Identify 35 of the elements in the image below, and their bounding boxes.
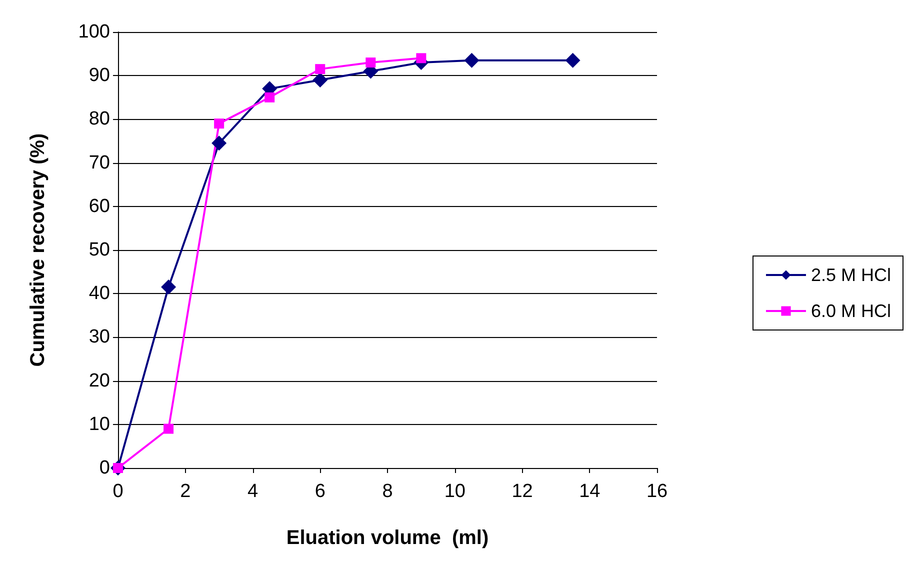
x-tick-label: 10 [444, 481, 466, 502]
y-tick-label: 100 [78, 22, 110, 42]
y-tick-label: 50 [88, 240, 110, 260]
point [264, 92, 275, 102]
point [464, 52, 480, 68]
point [315, 64, 326, 74]
y-tick-label: 10 [88, 414, 110, 435]
y-tick-label: 20 [88, 370, 110, 392]
y-tick-label: 0 [99, 458, 110, 478]
x-tick-label: 4 [247, 481, 258, 502]
point [565, 52, 580, 68]
x-tick-label: 12 [512, 481, 533, 502]
y-tick-label: 90 [88, 65, 110, 86]
y-axis-title: Cumulative recovery (%) [27, 133, 49, 367]
x-tick-label: 2 [180, 481, 191, 502]
point [416, 53, 426, 64]
point [212, 136, 227, 151]
point [161, 280, 176, 295]
point [366, 58, 376, 68]
point [164, 424, 174, 434]
point [312, 72, 328, 88]
legend-label: 6.0 M HCl [810, 301, 891, 321]
x-axis-title: Eluation volume (ml) [286, 527, 489, 549]
y-tick-label: 80 [88, 108, 110, 130]
y-tick-label: 40 [88, 283, 110, 304]
y-tick-label: 30 [88, 326, 110, 348]
y-tick-label: 70 [88, 152, 110, 174]
y-tick-label: 60 [88, 196, 110, 217]
x-tick-label: 14 [579, 481, 601, 502]
x-tick-label: 0 [112, 481, 124, 502]
x-tick-label: 6 [314, 481, 326, 502]
x-tick-label: 8 [382, 481, 393, 502]
legend-label: 2.5 M HCl [810, 265, 891, 285]
x-tick-label: 16 [646, 481, 668, 502]
point [214, 118, 224, 129]
